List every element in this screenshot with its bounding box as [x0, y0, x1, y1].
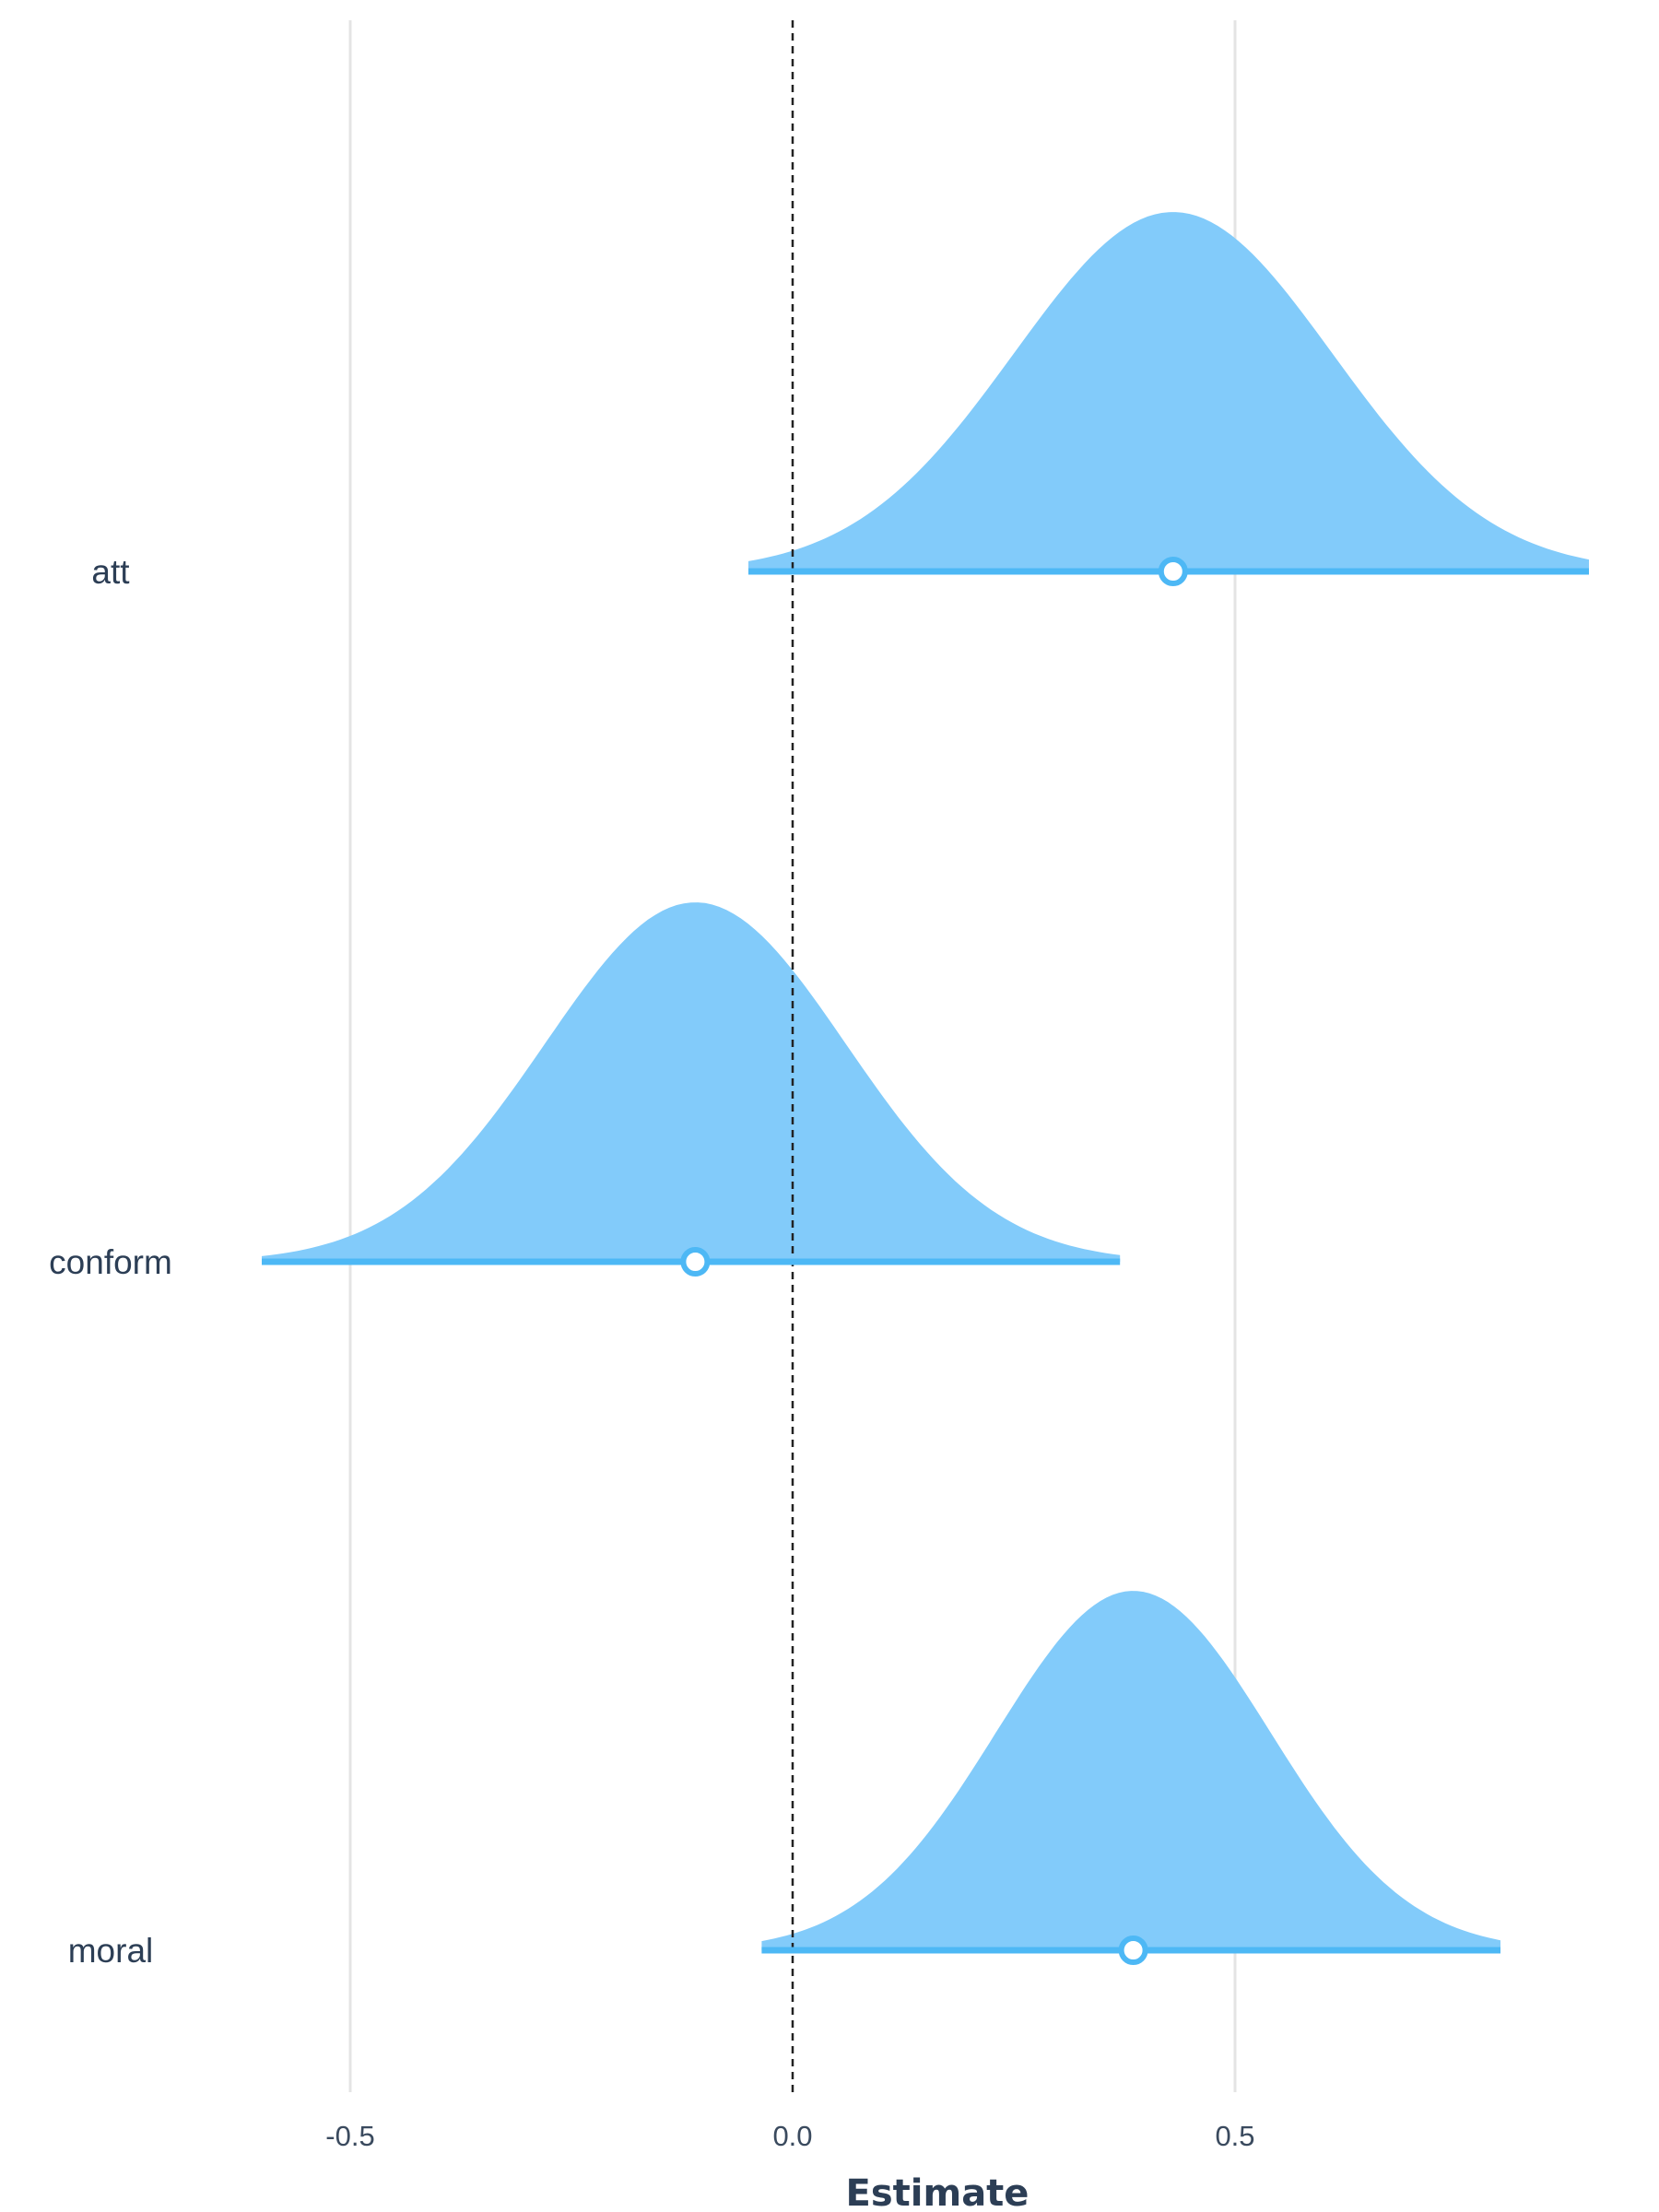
point-estimate-conform — [680, 1247, 711, 1277]
label-layer: -0.5 0.0 0.5 att conform moral — [49, 553, 1254, 2152]
density-conform — [262, 902, 1121, 1262]
density-layer — [262, 212, 1589, 1950]
category-label-conform: conform — [49, 1243, 172, 1281]
category-label-att: att — [91, 553, 130, 591]
x-tick-label: -0.5 — [325, 2120, 374, 2152]
interval-layer — [262, 557, 1589, 1965]
x-tick-label: 0.0 — [772, 2120, 812, 2152]
point-estimate-moral — [1118, 1936, 1148, 1965]
x-axis-title: Estimate — [846, 2172, 1030, 2212]
category-label-moral: moral — [68, 1932, 154, 1970]
point-estimate-att — [1158, 557, 1188, 586]
density-moral — [761, 1591, 1500, 1950]
x-tick-label: 0.5 — [1215, 2120, 1254, 2152]
density-att — [748, 212, 1589, 571]
